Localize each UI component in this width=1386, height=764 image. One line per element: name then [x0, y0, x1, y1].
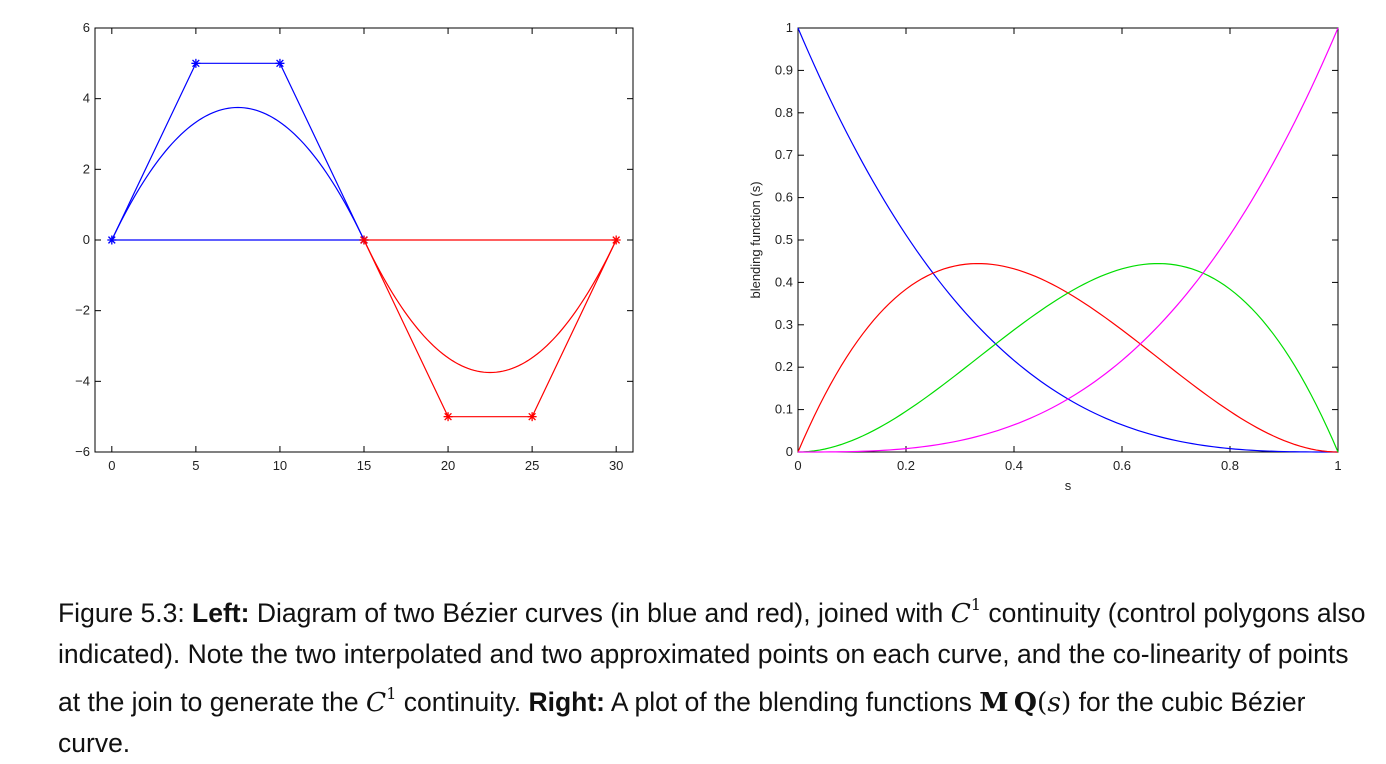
left-control-point-marker-stroke-3: [528, 412, 536, 421]
left-control-polygon: [111, 62, 365, 241]
caption-paren-open: (: [1036, 686, 1048, 718]
right-blending-curve-0: [797, 27, 1338, 453]
right-x-tick-label: 0.8: [1221, 458, 1239, 473]
right-y-tick-label: 0.8: [775, 105, 793, 120]
left-control-point-marker: [443, 412, 453, 422]
left-x-tick-label: 10: [273, 458, 287, 473]
right-y-tick-label: 0.9: [775, 62, 793, 77]
left-y-tick-label: −6: [75, 444, 90, 459]
right-y-tick-label: 0: [786, 444, 793, 459]
right-x-axis-label: s: [1065, 478, 1072, 493]
right-y-tick-label: 0.3: [775, 317, 793, 332]
left-y-tick-label: 2: [83, 161, 90, 176]
right-blending-curve-2: [797, 262, 1339, 453]
left-x-tick-label: 0: [108, 458, 115, 473]
caption-c-symbol-2: C: [365, 686, 387, 718]
left-control-point-marker: [275, 58, 285, 68]
right-y-tick-label: 0.7: [775, 147, 793, 162]
left-bezier-curve: [363, 239, 617, 374]
right-y-tick-label: 1: [786, 20, 793, 35]
left-y-tick-label: −4: [75, 373, 90, 388]
left-control-point-marker-stroke-3: [276, 59, 284, 68]
caption-s-symbol: s: [1047, 686, 1061, 718]
left-x-tick-label: 25: [525, 458, 539, 473]
caption-text-3: continuity.: [396, 686, 529, 717]
right-plot-frame: [797, 27, 1339, 453]
right-y-axis-label: blending function (s): [748, 181, 763, 298]
caption-c-superscript: 1: [970, 595, 982, 614]
left-control-point-marker: [527, 412, 537, 422]
left-bezier-chart: 0 5 10 15 20 25 30 −6 −4 −2 0 2 4 6: [75, 20, 634, 473]
caption-text-4: A plot of the blending functions: [605, 686, 980, 717]
left-control-point-marker-stroke-3: [444, 412, 452, 421]
right-x-tick-label: 0.6: [1113, 458, 1131, 473]
caption-c-superscript-2: 1: [386, 683, 397, 703]
left-y-tick-label: −2: [75, 303, 90, 318]
right-y-tick-label: 0.4: [775, 274, 793, 289]
right-blending-curve-3: [798, 27, 1339, 453]
right-blending-curve-1: [797, 262, 1339, 453]
caption-text-5: for the cubic Bézier curve.: [58, 686, 1306, 758]
caption-m-symbol: M: [979, 686, 1009, 718]
right-y-tick-label: 0.2: [775, 359, 793, 374]
left-bezier-curve: [111, 106, 365, 241]
left-x-tick-label: 30: [609, 458, 623, 473]
right-x-tick-label: 0: [794, 458, 801, 473]
caption-c-symbol: C: [950, 597, 971, 629]
left-y-tick-label: 6: [83, 20, 90, 35]
caption-right-label: Right:: [528, 686, 605, 717]
caption-left-label: Left:: [192, 597, 250, 628]
left-control-polygon: [363, 239, 618, 418]
left-control-point-marker-stroke-3: [192, 59, 200, 68]
left-x-tick-label: 5: [192, 458, 199, 473]
caption-text-2: continuity (control polygons also indica…: [58, 597, 1366, 717]
caption-figure-label: Figure 5.3:: [58, 597, 193, 628]
right-y-tick-label: 0.1: [775, 402, 793, 417]
right-y-tick-label: 0.5: [775, 232, 793, 247]
right-y-tick-label: 0.6: [775, 190, 793, 205]
caption-paren-close: ): [1060, 686, 1072, 718]
left-control-point-marker: [191, 58, 201, 68]
caption-q-symbol: Q: [1013, 686, 1037, 718]
left-x-tick-label: 15: [357, 458, 371, 473]
left-y-tick-label: 4: [83, 91, 90, 106]
right-x-tick-label: 0.2: [897, 458, 915, 473]
right-blending-chart: 0 0.2 0.4 0.6 0.8 1 0 0.1 0.2 0.3 0.4 0.5 0.6 0.7 0.8 0…: [748, 20, 1342, 493]
caption-text-1: Diagram of two Bézier curves (in blue an…: [249, 597, 951, 628]
left-x-tick-label: 20: [441, 458, 455, 473]
figure-caption: Figure 5.3: Left: Diagram of two Bézier …: [58, 586, 1368, 764]
right-x-tick-label: 0.4: [1005, 458, 1023, 473]
left-y-tick-label: 0: [83, 232, 90, 247]
right-x-tick-label: 1: [1334, 458, 1341, 473]
